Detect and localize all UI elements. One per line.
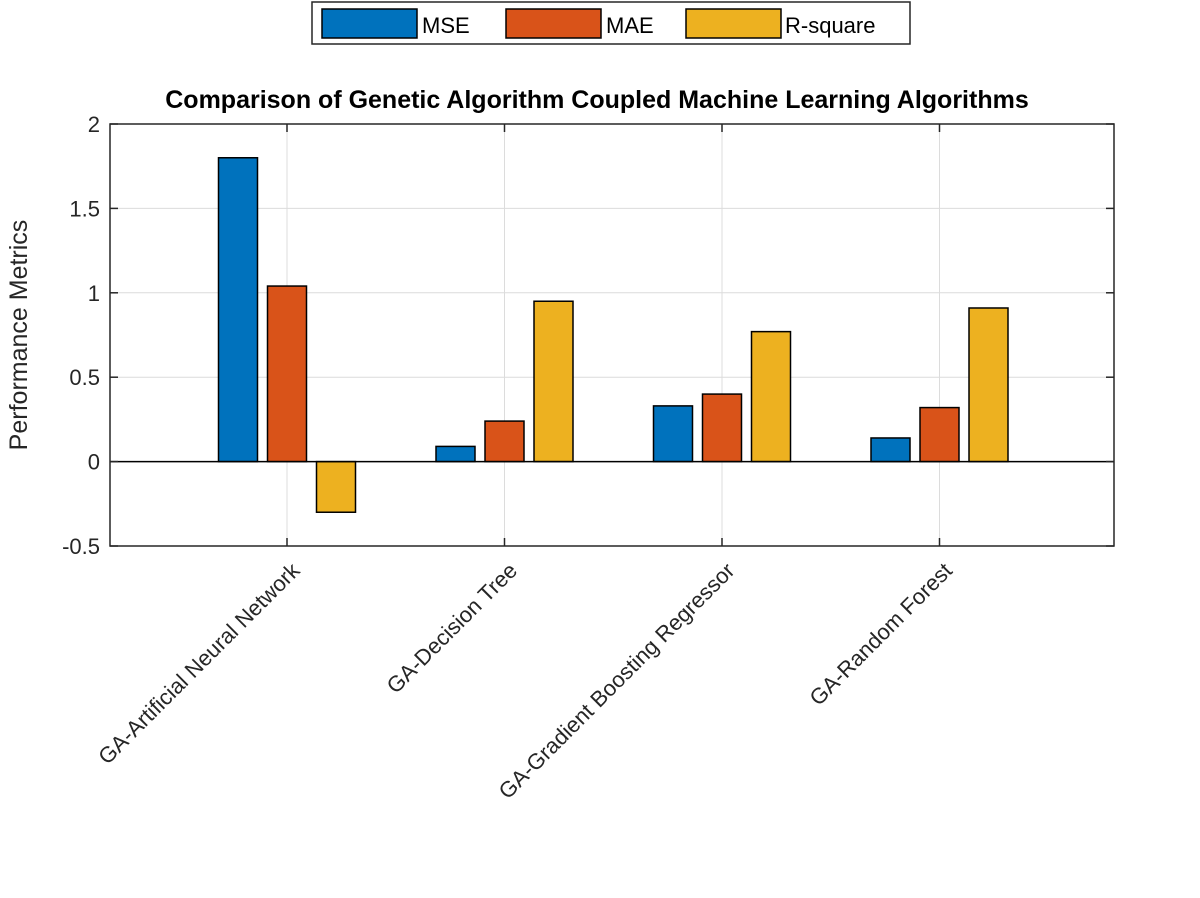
bar-mae-2: [701, 393, 743, 463]
bar-r-square-3: [968, 307, 1009, 463]
legend-swatch-mse: [321, 8, 418, 39]
y-tick-label: 0.5: [69, 365, 100, 390]
legend-label-mse: MSE: [422, 13, 470, 38]
legend-label-mae: MAE: [606, 13, 654, 38]
bar-mse-3: [870, 437, 911, 463]
y-axis-label: Performance Metrics: [5, 220, 33, 451]
legend-swatch-r-square: [685, 8, 782, 39]
bar-r-square-1: [533, 300, 574, 463]
legend: MSE MAE R-square: [311, 1, 911, 45]
bar-mae-3: [919, 406, 960, 463]
y-tick-label: -0.5: [62, 534, 100, 559]
x-category-label: GA-Random Forest: [804, 558, 957, 711]
y-axis: -0.5 0 0.5 1 1.5 2: [62, 112, 1114, 559]
y-tick-label: 0: [88, 450, 100, 475]
bar-mse-2: [652, 405, 694, 463]
bar-r-square-0: [315, 460, 357, 513]
plot-background: [110, 124, 1114, 546]
x-category-label: GA-Decision Tree: [382, 558, 522, 698]
bar-mse-0: [217, 157, 259, 463]
bar-mae-1: [484, 420, 525, 463]
legend-swatch-mae: [505, 8, 602, 39]
chart-title: Comparison of Genetic Algorithm Coupled …: [165, 86, 1028, 114]
plot-frame: [109, 123, 1115, 547]
legend-label-r-square: R-square: [785, 13, 875, 38]
bar-mse-1: [435, 445, 476, 463]
x-category-label: GA-Artificial Neural Network: [93, 557, 305, 769]
plot-area: -0.5 0 0.5 1 1.5 2 GA-Artificial Neural Netwo…: [62, 112, 1115, 804]
x-category-label: GA-Gradient Boosting Regressor: [494, 558, 740, 804]
y-tick-label: 1.5: [69, 196, 100, 221]
bar-mae-0: [266, 285, 308, 463]
y-tick-label: 2: [88, 112, 100, 137]
y-tick-label: 1: [88, 281, 100, 306]
bars: [217, 157, 1009, 513]
bar-r-square-2: [750, 330, 792, 463]
